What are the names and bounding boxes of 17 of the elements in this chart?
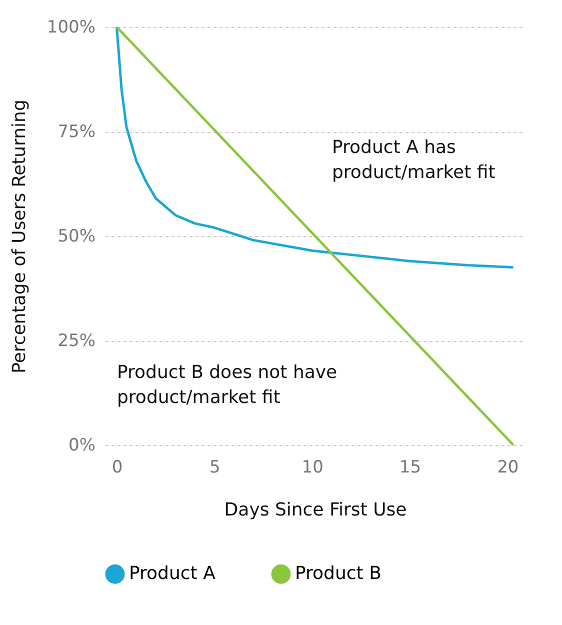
legend-label: Product B (295, 563, 382, 584)
y-tick-label: 25% (58, 331, 96, 351)
y-tick-label: 75% (58, 122, 96, 142)
y-axis-title: Percentage of Users Returning (8, 100, 30, 374)
legend-label: Product A (129, 563, 216, 584)
x-axis-title: Days Since First Use (224, 500, 407, 520)
x-tick-label: 20 (497, 458, 519, 478)
annotation: Product A has product/market fit (332, 137, 496, 183)
line-series (115, 26, 515, 269)
x-tick-label: 10 (302, 458, 324, 478)
x-tick-label: 5 (209, 458, 220, 478)
x-tick-label: 0 (112, 458, 123, 478)
y-tick-label: 0% (68, 436, 96, 456)
y-tick-label: 100% (46, 18, 96, 38)
x-tick-label: 15 (399, 458, 422, 478)
y-tick-label: 50% (58, 226, 96, 246)
annotation: Product B does not have product/market fit (117, 362, 338, 408)
